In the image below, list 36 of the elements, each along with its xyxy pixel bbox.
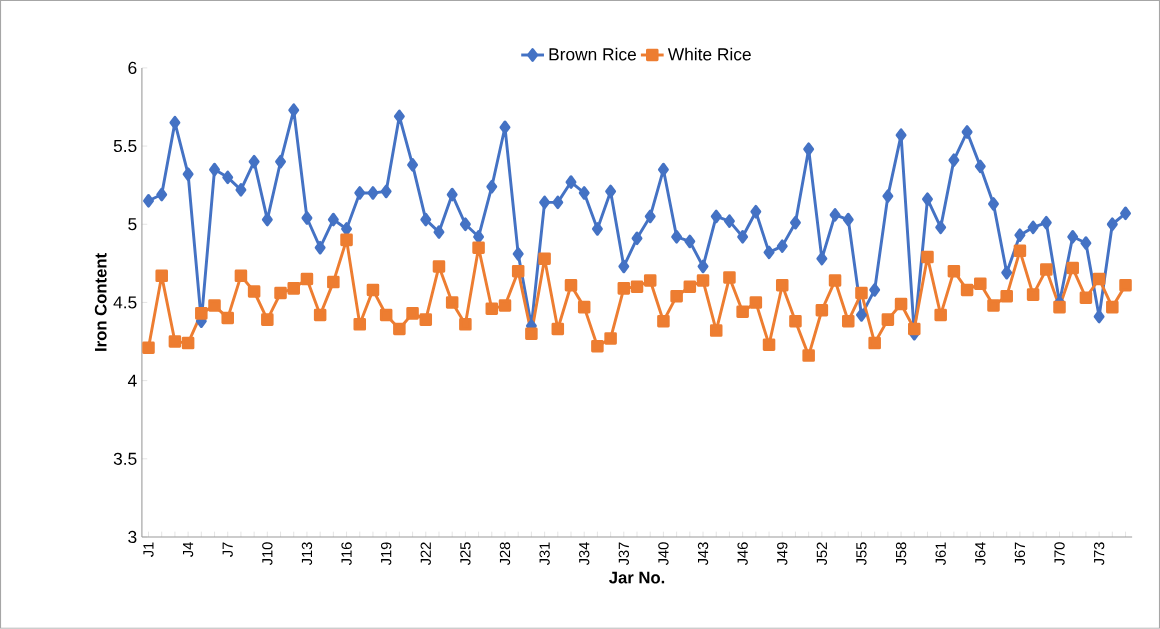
x-tick-label: J19 [380,542,392,566]
y-tick-label: 5 [128,218,137,231]
x-tick-label: J61 [935,542,946,566]
x-tick-label: J43 [697,542,709,566]
y-tick-label: 3 [128,530,137,544]
x-tick-label: J64 [975,542,986,566]
x-tick-label: J25 [460,542,471,566]
y-tick-label: 4 [127,374,137,387]
x-tick-label: J70 [1054,542,1065,566]
x-tick-label: J67 [1014,542,1026,566]
x-tick-label: J7 [222,542,233,558]
x-tick-label: J4 [183,542,194,558]
x-tick-label: J37 [618,542,630,566]
y-axis-title: Iron Content [94,253,107,351]
x-tick-label: J28 [499,542,511,566]
y-tick-label: 6 [128,61,137,75]
x-tick-label: J58 [895,542,907,566]
y-tick-label: 4.5 [113,296,137,309]
y-tick-label: 5.5 [113,140,137,153]
x-tick-label: J46 [737,542,748,566]
x-axis-title: Jar No. [609,571,665,584]
x-tick-label: J49 [777,542,788,566]
x-tick-label: J31 [539,542,550,566]
x-tick-label: J10 [262,542,273,566]
x-tick-label: J1 [143,542,154,558]
legend-label: White Rice [667,47,751,61]
x-tick-label: J52 [816,542,828,566]
x-tick-label: J73 [1093,542,1105,566]
y-tick-label: 3.5 [113,452,137,465]
x-tick-label: J16 [341,542,352,566]
x-tick-label: J40 [658,542,669,566]
legend-label: Brown Rice [549,47,636,61]
x-tick-label: J34 [579,542,590,566]
x-tick-label: J55 [856,542,867,566]
x-tick-label: J13 [301,542,313,566]
x-tick-label: J22 [420,542,431,566]
